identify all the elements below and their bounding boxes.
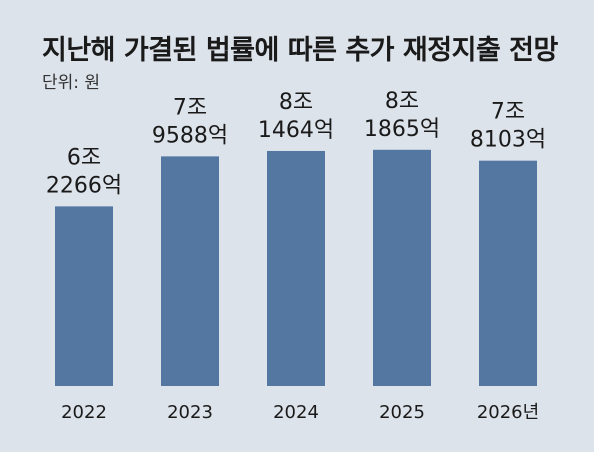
x-tick-label-2026년: 2026년	[477, 402, 539, 423]
bar-2024	[267, 150, 325, 386]
data-label-2023-line1: 7조	[173, 95, 207, 120]
x-tick-label-2022: 2022	[61, 402, 107, 423]
data-label-2024-line1: 8조	[279, 90, 313, 115]
data-label-2024-line2: 1464억	[258, 118, 334, 143]
data-label-2023-line2: 9588억	[152, 123, 228, 148]
data-label-2026년-line2: 8103억	[470, 128, 546, 153]
x-tick-label-2023: 2023	[167, 402, 213, 423]
chart-unit-note: 단위: 원	[42, 73, 101, 93]
x-tick-label-2024: 2024	[273, 402, 319, 423]
chart-title: 지난해 가결된 법률에 따른 추가 재정지출 전망	[42, 35, 558, 66]
data-label-2025-line1: 8조	[385, 89, 419, 114]
data-label-2022-line1: 6조	[67, 145, 101, 170]
bar-2026년	[479, 160, 537, 386]
bar-2025	[373, 149, 431, 386]
data-label-2026년-line1: 7조	[491, 100, 525, 125]
bar-2023	[161, 156, 219, 386]
x-tick-label-2025: 2025	[379, 402, 425, 423]
data-label-2025-line2: 1865억	[364, 117, 440, 142]
bar-2022	[55, 206, 113, 386]
data-label-2022-line2: 2266억	[46, 173, 122, 198]
